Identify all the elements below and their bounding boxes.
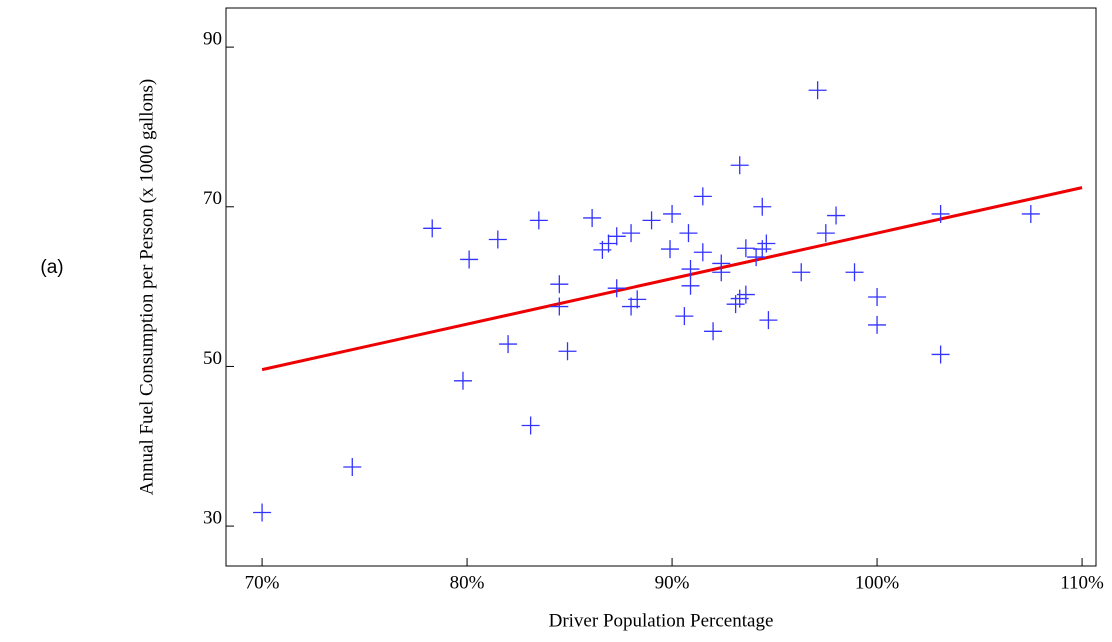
x-tick-label: 110%	[1060, 572, 1104, 593]
scatter-point	[558, 342, 577, 361]
scatter-point	[753, 240, 772, 259]
scatter-point	[736, 239, 755, 258]
y-tick-label: 30	[203, 507, 222, 528]
scatter-point	[704, 322, 723, 341]
scatter-point	[599, 234, 618, 253]
scatter-point	[868, 287, 887, 306]
scatter-point	[736, 285, 755, 304]
scatter-point	[726, 295, 745, 314]
scatter-point	[453, 371, 472, 390]
scatter-point	[521, 416, 540, 435]
scatter-point	[343, 458, 362, 477]
scatter-point	[550, 275, 569, 294]
y-axis-label: Annual Fuel Consumption per Person (x 10…	[136, 79, 157, 495]
scatter-point	[663, 204, 682, 223]
fit-line	[261, 186, 1083, 372]
scatter-point	[628, 290, 647, 309]
scatter-point	[1021, 204, 1040, 223]
x-tick-label: 90%	[655, 572, 690, 593]
x-axis-label: Driver Population Percentage	[549, 610, 774, 631]
x-tick-label: 70%	[245, 572, 280, 593]
scatter-point	[808, 81, 827, 100]
y-tick-label: 70	[203, 188, 222, 209]
scatter-point	[423, 219, 442, 238]
scatter-point	[253, 503, 272, 522]
y-tick-label: 50	[203, 348, 222, 369]
scatter-point	[607, 227, 626, 246]
scatter-point	[642, 211, 661, 230]
y-tick-label: 90	[203, 28, 222, 49]
scatter-point	[845, 263, 864, 282]
x-tick-label: 100%	[855, 572, 900, 593]
scatter-point	[607, 279, 626, 298]
scatter-point	[661, 240, 680, 259]
scatter-point	[488, 230, 507, 249]
plot-frame	[225, 7, 1097, 567]
scatter-point	[730, 156, 749, 175]
scatter-point	[868, 315, 887, 334]
scatter-point	[499, 335, 518, 354]
scatter-point	[759, 311, 778, 330]
scatter-point	[622, 224, 641, 243]
scatter-point	[679, 224, 698, 243]
scatter-point	[757, 234, 776, 253]
scatter-point	[529, 211, 548, 230]
scatter-point	[583, 208, 602, 227]
scatter-point	[753, 197, 772, 216]
scatter-point	[460, 250, 479, 269]
scatter-point	[693, 187, 712, 206]
scatter-point	[931, 204, 950, 223]
scatter-point	[712, 263, 731, 282]
scatter-point	[693, 243, 712, 262]
scatter-point	[681, 260, 700, 279]
scatter-point	[816, 224, 835, 243]
panel-label: (a)	[40, 257, 63, 278]
scatter-point	[681, 276, 700, 295]
scatter-point	[827, 206, 846, 225]
scatter-point	[931, 345, 950, 364]
scatter-point	[675, 307, 694, 326]
scatter-point	[550, 297, 569, 316]
x-tick-label: 80%	[450, 572, 485, 593]
scatter-point	[792, 263, 811, 282]
